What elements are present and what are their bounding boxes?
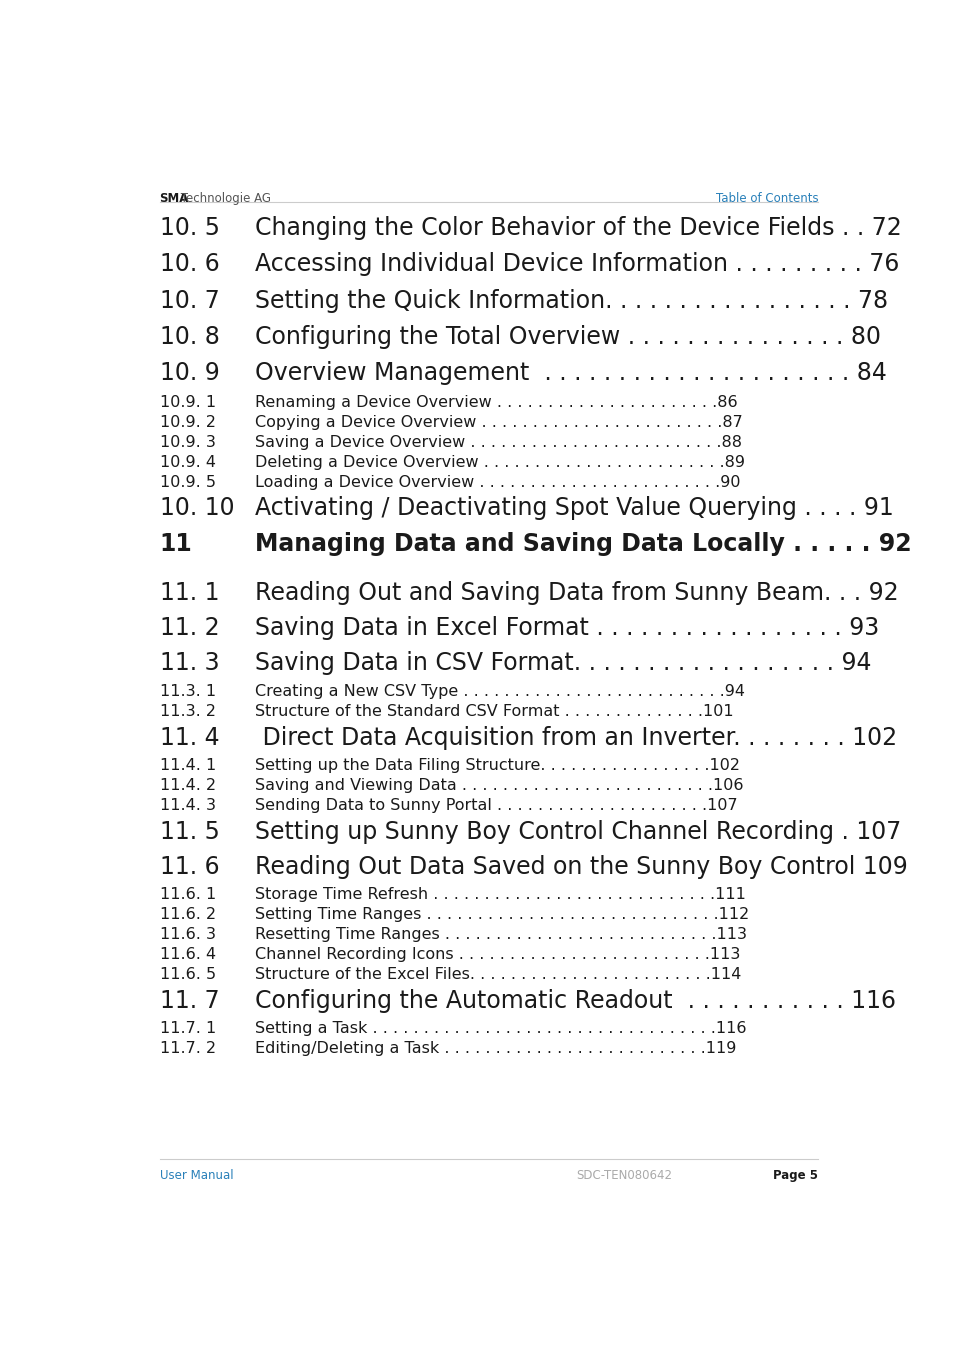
Text: 10. 5: 10. 5 (159, 216, 219, 241)
Text: Channel Recording Icons . . . . . . . . . . . . . . . . . . . . . . . . .113: Channel Recording Icons . . . . . . . . … (254, 946, 740, 961)
Text: Direct Data Acquisition from an Inverter. . . . . . . . 102: Direct Data Acquisition from an Inverter… (254, 726, 896, 750)
Text: 10.9. 4: 10.9. 4 (159, 454, 215, 469)
Text: Overview Management  . . . . . . . . . . . . . . . . . . . . . 84: Overview Management . . . . . . . . . . … (254, 361, 886, 385)
Text: 11.6. 4: 11.6. 4 (159, 946, 215, 961)
Text: Setting up Sunny Boy Control Channel Recording . 107: Setting up Sunny Boy Control Channel Rec… (254, 819, 901, 844)
Text: 10.9. 1: 10.9. 1 (159, 395, 215, 410)
Text: Resetting Time Ranges . . . . . . . . . . . . . . . . . . . . . . . . . . .113: Resetting Time Ranges . . . . . . . . . … (254, 926, 746, 942)
Text: Copying a Device Overview . . . . . . . . . . . . . . . . . . . . . . . .87: Copying a Device Overview . . . . . . . … (254, 415, 741, 430)
Text: 11. 5: 11. 5 (159, 819, 219, 844)
Text: 10. 7: 10. 7 (159, 288, 219, 312)
Text: Setting the Quick Information. . . . . . . . . . . . . . . . . 78: Setting the Quick Information. . . . . .… (254, 288, 887, 312)
Text: 10. 8: 10. 8 (159, 324, 219, 349)
Text: Setting up the Data Filing Structure. . . . . . . . . . . . . . . . .102: Setting up the Data Filing Structure. . … (254, 758, 740, 773)
Text: 11. 4: 11. 4 (159, 726, 219, 750)
Text: Technologie AG: Technologie AG (177, 192, 271, 204)
Text: 11. 3: 11. 3 (159, 652, 219, 675)
Text: 10.9. 3: 10.9. 3 (159, 434, 215, 450)
Text: Storage Time Refresh . . . . . . . . . . . . . . . . . . . . . . . . . . . .111: Storage Time Refresh . . . . . . . . . .… (254, 887, 745, 902)
Text: Saving Data in CSV Format. . . . . . . . . . . . . . . . . . 94: Saving Data in CSV Format. . . . . . . .… (254, 652, 870, 675)
Text: 11.4. 1: 11.4. 1 (159, 758, 215, 773)
Text: 11.4. 2: 11.4. 2 (159, 777, 215, 792)
Text: 10. 6: 10. 6 (159, 253, 219, 276)
Text: 11.6. 5: 11.6. 5 (159, 967, 215, 982)
Text: 11.6. 3: 11.6. 3 (159, 926, 215, 942)
Text: Configuring the Automatic Readout  . . . . . . . . . . . 116: Configuring the Automatic Readout . . . … (254, 990, 895, 1013)
Text: 11.3. 1: 11.3. 1 (159, 684, 215, 699)
Text: Loading a Device Overview . . . . . . . . . . . . . . . . . . . . . . . .90: Loading a Device Overview . . . . . . . … (254, 475, 740, 489)
Text: 11. 2: 11. 2 (159, 617, 219, 639)
Text: Setting a Task . . . . . . . . . . . . . . . . . . . . . . . . . . . . . . . . .: Setting a Task . . . . . . . . . . . . .… (254, 1021, 745, 1037)
Text: Changing the Color Behavior of the Device Fields . . 72: Changing the Color Behavior of the Devic… (254, 216, 901, 241)
Text: User Manual: User Manual (159, 1169, 233, 1183)
Text: 10. 9: 10. 9 (159, 361, 219, 385)
Text: Reading Out and Saving Data from Sunny Beam. . . 92: Reading Out and Saving Data from Sunny B… (254, 580, 898, 604)
Text: Activating / Deactivating Spot Value Querying . . . . 91: Activating / Deactivating Spot Value Que… (254, 496, 893, 521)
Text: Configuring the Total Overview . . . . . . . . . . . . . . . 80: Configuring the Total Overview . . . . .… (254, 324, 880, 349)
Text: 11.4. 3: 11.4. 3 (159, 798, 215, 813)
Text: 11.6. 2: 11.6. 2 (159, 907, 215, 922)
Text: Setting Time Ranges . . . . . . . . . . . . . . . . . . . . . . . . . . . . .112: Setting Time Ranges . . . . . . . . . . … (254, 907, 748, 922)
Text: Accessing Individual Device Information . . . . . . . . . 76: Accessing Individual Device Information … (254, 253, 899, 276)
Text: Deleting a Device Overview . . . . . . . . . . . . . . . . . . . . . . . .89: Deleting a Device Overview . . . . . . .… (254, 454, 744, 469)
Text: Editing/Deleting a Task . . . . . . . . . . . . . . . . . . . . . . . . . .119: Editing/Deleting a Task . . . . . . . . … (254, 1041, 736, 1056)
Text: Saving Data in Excel Format . . . . . . . . . . . . . . . . . 93: Saving Data in Excel Format . . . . . . … (254, 617, 879, 639)
Text: 11. 7: 11. 7 (159, 990, 219, 1013)
Text: 10. 10: 10. 10 (159, 496, 233, 521)
Text: Saving and Viewing Data . . . . . . . . . . . . . . . . . . . . . . . . .106: Saving and Viewing Data . . . . . . . . … (254, 777, 742, 792)
Text: Renaming a Device Overview . . . . . . . . . . . . . . . . . . . . . .86: Renaming a Device Overview . . . . . . .… (254, 395, 737, 410)
Text: 11.3. 2: 11.3. 2 (159, 704, 215, 719)
Text: 11.6. 1: 11.6. 1 (159, 887, 215, 902)
Text: 10.9. 5: 10.9. 5 (159, 475, 215, 489)
Text: Reading Out Data Saved on the Sunny Boy Control 109: Reading Out Data Saved on the Sunny Boy … (254, 854, 906, 879)
Text: 10.9. 2: 10.9. 2 (159, 415, 215, 430)
Text: Sending Data to Sunny Portal . . . . . . . . . . . . . . . . . . . . .107: Sending Data to Sunny Portal . . . . . .… (254, 798, 737, 813)
Text: 11: 11 (159, 533, 193, 556)
Text: Saving a Device Overview . . . . . . . . . . . . . . . . . . . . . . . . .88: Saving a Device Overview . . . . . . . .… (254, 434, 741, 450)
Text: 11.7. 1: 11.7. 1 (159, 1021, 215, 1037)
Text: Table of Contents: Table of Contents (715, 192, 818, 204)
Text: Managing Data and Saving Data Locally . . . . . 92: Managing Data and Saving Data Locally . … (254, 533, 910, 556)
Text: Structure of the Standard CSV Format . . . . . . . . . . . . . .101: Structure of the Standard CSV Format . .… (254, 704, 733, 719)
Text: 11. 6: 11. 6 (159, 854, 219, 879)
Text: Creating a New CSV Type . . . . . . . . . . . . . . . . . . . . . . . . . .94: Creating a New CSV Type . . . . . . . . … (254, 684, 744, 699)
Text: 11. 1: 11. 1 (159, 580, 219, 604)
Text: SMA: SMA (159, 192, 189, 204)
Text: Structure of the Excel Files. . . . . . . . . . . . . . . . . . . . . . . .114: Structure of the Excel Files. . . . . . … (254, 967, 740, 982)
Text: SDC-TEN080642: SDC-TEN080642 (576, 1169, 672, 1183)
Text: Page 5: Page 5 (773, 1169, 818, 1183)
Text: 11.7. 2: 11.7. 2 (159, 1041, 215, 1056)
